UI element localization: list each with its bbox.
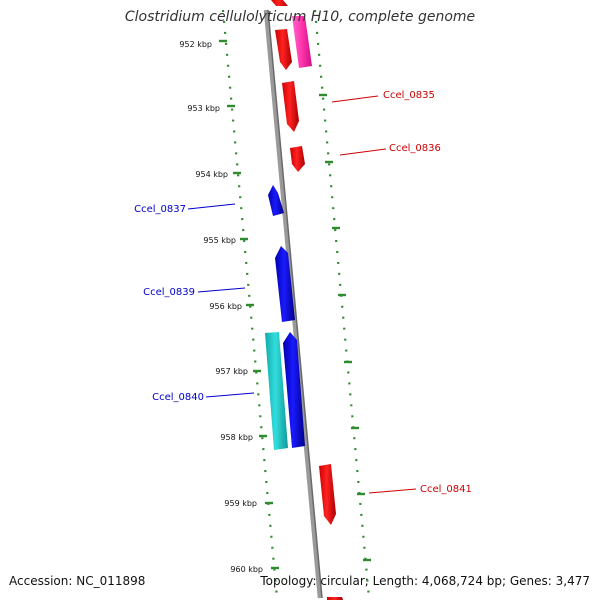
gene-label-leader (339, 148, 387, 156)
ruler-label: 953 kbp (187, 104, 220, 113)
gene-arrow-reverse[interactable] (283, 332, 305, 448)
genome-title: Clostridium cellulolyticum H10, complete… (124, 9, 476, 25)
gene-arrow-highlight[interactable] (292, 16, 312, 68)
backbone-shade (267, 9, 323, 599)
gene-label-leader (197, 287, 246, 293)
gene-label-leader (205, 392, 255, 398)
ruler-label: 959 kbp (224, 499, 257, 508)
ruler-label: 957 kbp (215, 367, 248, 376)
gene-label-ccel-0835[interactable]: Ccel_0835 (383, 90, 435, 101)
gene-arrow-forward[interactable] (290, 146, 305, 172)
gene-arrow-forward[interactable] (319, 464, 336, 525)
ruler-label: 960 kbp (230, 565, 263, 574)
genome-summary-text: Topology: circular; Length: 4,068,724 bp… (260, 574, 590, 588)
gene-arrow-forward[interactable] (327, 597, 343, 600)
gene-arrow-forward[interactable] (282, 81, 299, 132)
gene-label-leader (368, 488, 417, 494)
accession-text: Accession: NC_011898 (9, 574, 146, 588)
gene-label-ccel-0840[interactable]: Ccel_0840 (152, 392, 204, 403)
ruler-label: 956 kbp (209, 302, 242, 311)
ruler-ticks (219, 39, 371, 570)
gene-label-ccel-0836[interactable]: Ccel_0836 (389, 143, 441, 154)
ruler-label: 954 kbp (195, 170, 228, 179)
ruler-label: 958 kbp (220, 433, 253, 442)
ruler-label: 955 kbp (203, 236, 236, 245)
gene-arrow-reverse[interactable] (275, 246, 295, 322)
gene-arrow-highlight[interactable] (265, 332, 288, 450)
gene-arrow-reverse[interactable] (268, 185, 284, 216)
gene-label-ccel-0837[interactable]: Ccel_0837 (134, 204, 186, 215)
ruler-label: 952 kbp (179, 40, 212, 49)
gene-label-leader (187, 203, 236, 210)
gene-label-ccel-0841[interactable]: Ccel_0841 (420, 484, 472, 495)
gene-label-ccel-0839[interactable]: Ccel_0839 (143, 287, 195, 298)
gene-arrow-forward[interactable] (271, 0, 288, 6)
gene-arrow-forward[interactable] (275, 29, 292, 70)
gene-label-leader (331, 95, 379, 103)
